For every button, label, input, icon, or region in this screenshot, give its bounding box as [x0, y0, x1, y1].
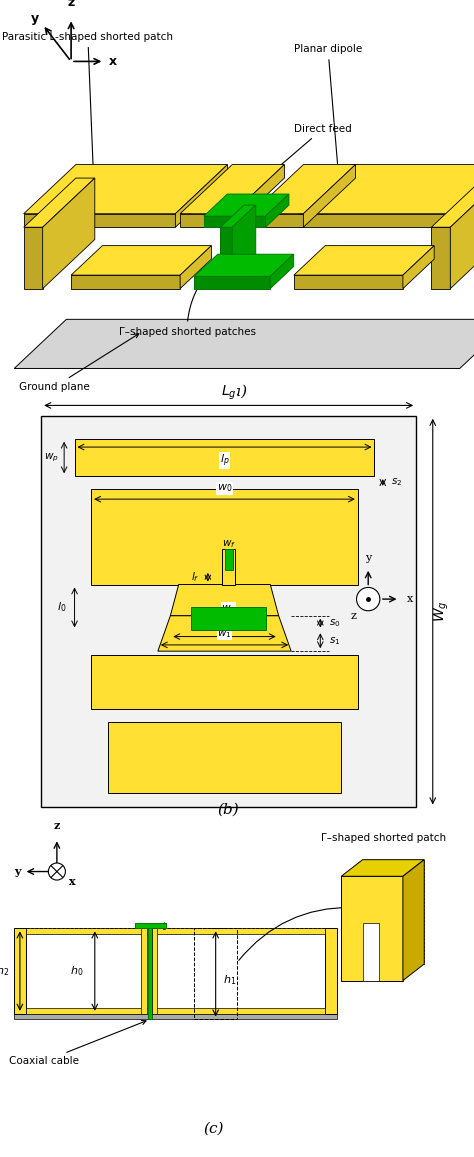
Polygon shape — [24, 214, 175, 227]
Polygon shape — [450, 164, 474, 227]
Bar — [26, 1008, 325, 1014]
Polygon shape — [24, 178, 95, 227]
Bar — [108, 722, 341, 793]
Bar — [225, 550, 233, 570]
Polygon shape — [294, 245, 434, 275]
Text: Parasitic L-shaped shorted patch: Parasitic L-shaped shorted patch — [2, 32, 173, 205]
Polygon shape — [220, 205, 256, 227]
Polygon shape — [431, 178, 474, 227]
Text: $L_g$: $L_g$ — [221, 384, 237, 403]
Text: Planar dipole: Planar dipole — [294, 44, 362, 205]
Bar — [14, 928, 26, 1014]
Polygon shape — [194, 277, 270, 288]
Bar — [14, 1014, 337, 1019]
Text: $h_2$: $h_2$ — [0, 964, 9, 978]
Polygon shape — [220, 227, 232, 277]
Polygon shape — [265, 194, 289, 227]
Bar — [74, 439, 374, 477]
Polygon shape — [180, 245, 211, 288]
Polygon shape — [24, 227, 43, 288]
Text: Γ–shaped shorted patch: Γ–shaped shorted patch — [321, 833, 447, 843]
Bar — [363, 923, 379, 980]
Polygon shape — [294, 275, 403, 288]
Polygon shape — [450, 178, 474, 288]
Polygon shape — [180, 164, 284, 214]
Text: $w_0$: $w_0$ — [217, 482, 232, 494]
Circle shape — [356, 588, 380, 611]
Text: x: x — [109, 54, 117, 68]
Text: x: x — [69, 876, 75, 886]
Text: Ground plane: Ground plane — [19, 333, 139, 392]
Text: $w_p$: $w_p$ — [44, 451, 59, 464]
Polygon shape — [14, 319, 474, 368]
Text: z: z — [67, 0, 75, 9]
Polygon shape — [158, 616, 291, 651]
Polygon shape — [180, 214, 232, 227]
Bar — [148, 928, 152, 1019]
Text: $s_2$: $s_2$ — [391, 477, 402, 488]
Bar — [191, 607, 266, 631]
Text: (b): (b) — [218, 803, 239, 817]
Text: z: z — [54, 820, 60, 831]
Text: $s_1$: $s_1$ — [328, 635, 340, 647]
Text: y: y — [365, 553, 371, 562]
Polygon shape — [363, 860, 424, 964]
Polygon shape — [204, 194, 289, 216]
Polygon shape — [204, 216, 265, 227]
Polygon shape — [24, 164, 228, 214]
Polygon shape — [251, 164, 356, 214]
Text: $t$: $t$ — [161, 920, 168, 931]
Circle shape — [48, 863, 65, 880]
Polygon shape — [170, 584, 279, 616]
Bar — [26, 928, 325, 934]
Text: $w_3$: $w_3$ — [221, 603, 236, 614]
Polygon shape — [403, 860, 424, 980]
Text: $h_0$: $h_0$ — [70, 964, 83, 978]
Text: (a): (a) — [227, 385, 247, 399]
Text: $l_0$: $l_0$ — [57, 600, 67, 614]
Polygon shape — [232, 164, 284, 227]
Polygon shape — [71, 245, 211, 275]
Text: z: z — [351, 611, 356, 621]
Text: Direct feed: Direct feed — [240, 124, 352, 200]
Polygon shape — [71, 275, 180, 288]
Bar — [91, 488, 358, 584]
Polygon shape — [175, 164, 228, 227]
Text: x: x — [407, 594, 413, 604]
Text: $h_1$: $h_1$ — [223, 973, 236, 987]
Text: $l_f$: $l_f$ — [191, 570, 200, 584]
Text: y: y — [14, 867, 21, 877]
Polygon shape — [299, 164, 474, 214]
Polygon shape — [232, 205, 256, 277]
Text: (c): (c) — [203, 1121, 224, 1135]
Text: Coaxial cable: Coaxial cable — [9, 1020, 146, 1066]
Text: $w_f$: $w_f$ — [222, 538, 236, 550]
Polygon shape — [431, 227, 450, 288]
Text: $W_g$: $W_g$ — [433, 600, 451, 622]
Polygon shape — [270, 255, 294, 288]
Polygon shape — [43, 178, 95, 288]
Bar — [141, 928, 147, 1014]
Bar — [222, 550, 235, 584]
Polygon shape — [341, 876, 403, 980]
Bar — [152, 928, 157, 1014]
Polygon shape — [299, 214, 450, 227]
Text: $w_1$: $w_1$ — [217, 628, 232, 640]
Text: $l_p$: $l_p$ — [219, 452, 229, 469]
Text: $w_2$: $w_2$ — [218, 620, 232, 632]
Polygon shape — [341, 860, 424, 876]
Bar — [325, 928, 337, 1014]
Bar — [135, 923, 166, 928]
Polygon shape — [303, 164, 356, 227]
Polygon shape — [194, 255, 294, 277]
Text: y: y — [31, 12, 39, 25]
Text: $s_0$: $s_0$ — [328, 618, 340, 629]
Polygon shape — [251, 214, 303, 227]
Polygon shape — [403, 245, 434, 288]
Text: Γ–shaped shorted patches: Γ–shaped shorted patches — [118, 270, 255, 337]
Bar — [91, 655, 358, 709]
